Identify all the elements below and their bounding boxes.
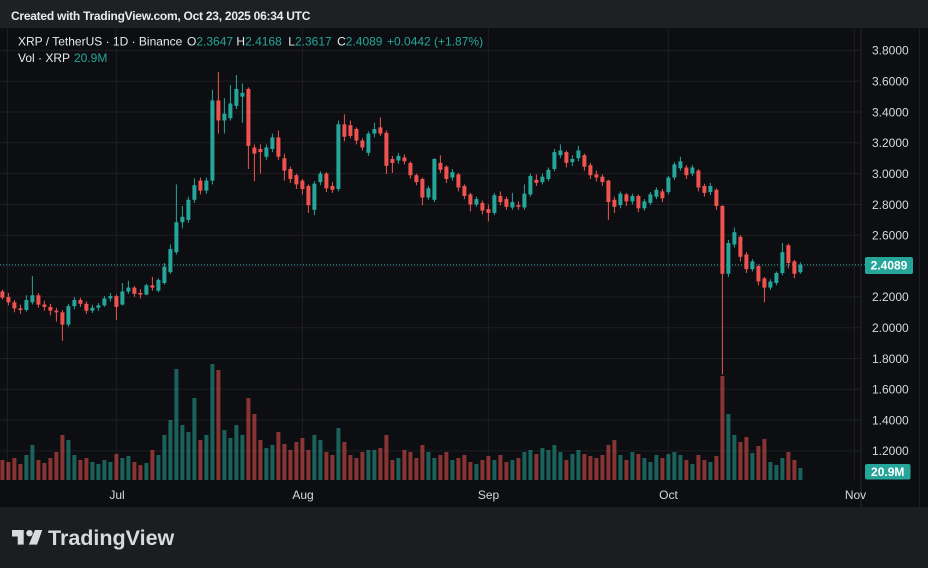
svg-text:1.8000: 1.8000: [872, 352, 909, 366]
svg-text:C2.4089: C2.4089: [337, 35, 383, 49]
svg-text:Created with TradingView.com,: Created with TradingView.com, Oct 23, 20…: [11, 9, 311, 23]
svg-text:2.4089: 2.4089: [871, 259, 908, 273]
svg-text:H2.4168: H2.4168: [236, 35, 282, 49]
svg-text:L2.3617: L2.3617: [288, 35, 332, 49]
svg-text:XRP / TetherUS · 1D · Binance: XRP / TetherUS · 1D · Binance: [18, 35, 183, 49]
svg-text:3.6000: 3.6000: [872, 75, 909, 89]
svg-text:20.9M: 20.9M: [74, 51, 107, 65]
svg-text:3.2000: 3.2000: [872, 136, 909, 150]
svg-text:3.0000: 3.0000: [872, 167, 909, 181]
svg-text:2.2000: 2.2000: [872, 290, 909, 304]
svg-text:Jul: Jul: [109, 488, 124, 502]
svg-text:2.8000: 2.8000: [872, 198, 909, 212]
svg-text:1.2000: 1.2000: [872, 444, 909, 458]
svg-text:2.0000: 2.0000: [872, 321, 909, 335]
svg-text:O2.3647: O2.3647: [187, 35, 233, 49]
svg-text:TradingView: TradingView: [48, 526, 175, 550]
svg-text:Nov: Nov: [845, 488, 866, 502]
svg-text:20.9M: 20.9M: [871, 465, 904, 479]
svg-text:1.4000: 1.4000: [872, 413, 909, 427]
svg-text:Vol · XRP: Vol · XRP: [18, 51, 70, 65]
svg-text:3.8000: 3.8000: [872, 44, 909, 58]
svg-text:Sep: Sep: [478, 488, 500, 502]
svg-text:+0.0442 (+1.87%): +0.0442 (+1.87%): [387, 35, 483, 49]
svg-text:3.4000: 3.4000: [872, 105, 909, 119]
svg-text:Aug: Aug: [292, 488, 313, 502]
svg-text:1.6000: 1.6000: [872, 383, 909, 397]
svg-text:Oct: Oct: [659, 488, 678, 502]
svg-text:2.6000: 2.6000: [872, 229, 909, 243]
